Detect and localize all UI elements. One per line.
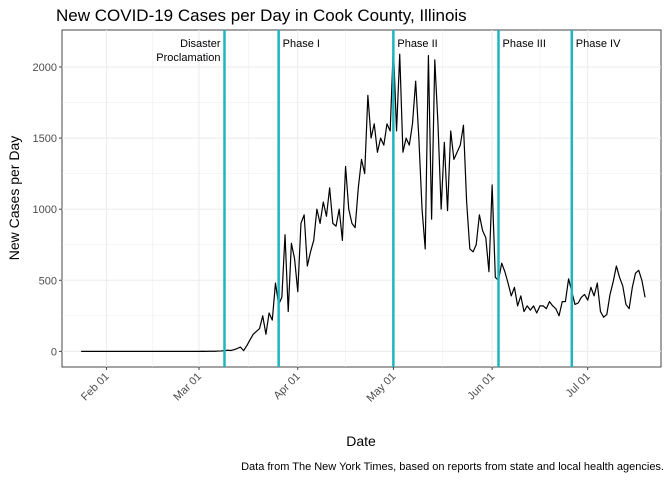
x-tick-label: May 01	[364, 371, 398, 405]
x-axis-title: Date	[346, 433, 376, 449]
series-line-0	[81, 45, 646, 352]
y-axis: 0 500 1000 1500 2000	[33, 62, 62, 358]
x-tick-label: Jun 01	[465, 371, 497, 403]
y-axis-title: New Cases per Day	[6, 136, 22, 261]
event-label: Disaster	[180, 38, 221, 50]
grid-minor	[62, 30, 661, 367]
event-label: Phase II	[397, 38, 437, 50]
chart-title: New COVID-19 Cases per Day in Cook Count…	[56, 6, 467, 25]
y-tick-label: 1000	[33, 204, 57, 216]
series-layer	[81, 45, 646, 352]
event-label: Proclamation	[156, 52, 220, 64]
x-tick-label: Feb 01	[79, 371, 112, 404]
x-axis: Feb 01 Mar 01 Apr 01 May 01 Jun 01 Jul 01	[79, 367, 593, 405]
x-tick-label: Apr 01	[271, 371, 302, 402]
x-tick-label: Jul 01	[564, 371, 593, 400]
y-tick-label: 2000	[33, 62, 57, 74]
plot-panel-border	[61, 29, 662, 368]
y-tick-label: 0	[51, 346, 57, 358]
y-tick-label: 500	[39, 275, 57, 287]
event-label: Phase IV	[576, 38, 621, 50]
chart-caption: Data from The New York Times, based on r…	[241, 461, 664, 473]
grid-major	[62, 30, 661, 367]
event-label: Phase III	[503, 38, 546, 50]
event-label: Phase I	[283, 38, 320, 50]
x-tick-label: Mar 01	[171, 371, 204, 404]
event-layer: Disaster Proclamation Phase I Phase II Phase…	[156, 30, 621, 367]
y-tick-label: 1500	[33, 133, 57, 145]
